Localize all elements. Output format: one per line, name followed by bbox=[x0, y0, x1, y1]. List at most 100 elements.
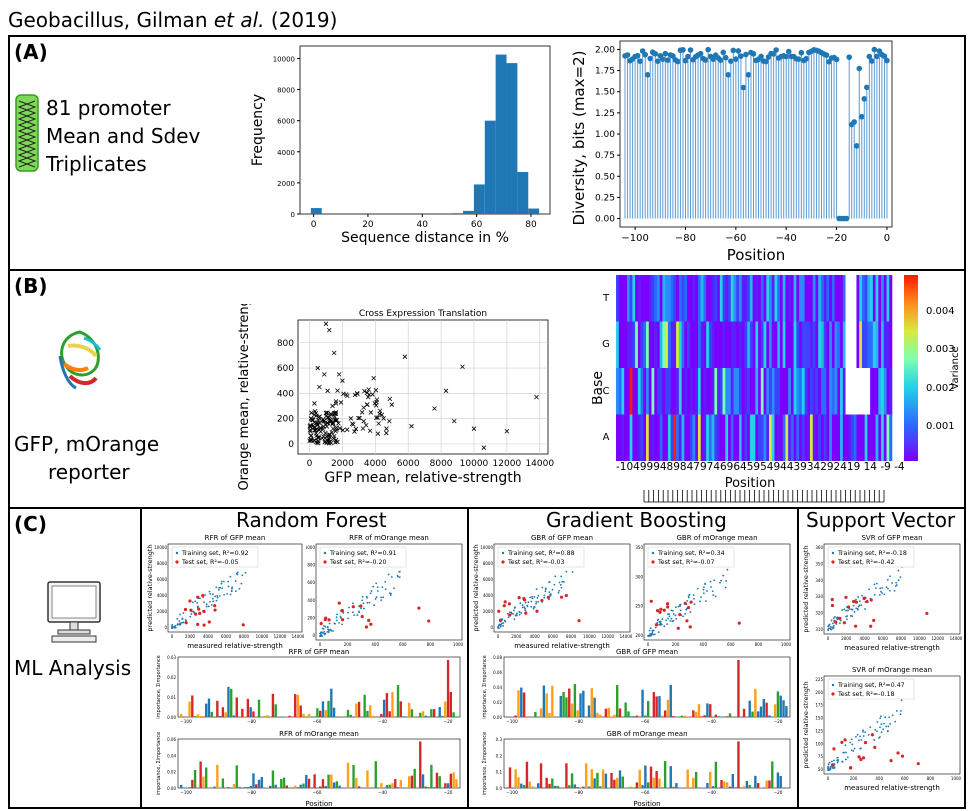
heatmap-cell bbox=[706, 368, 710, 415]
heatmap-cell bbox=[774, 368, 778, 415]
ml-xtick: 400 bbox=[371, 642, 379, 647]
scatter-point bbox=[327, 417, 333, 423]
scatter-point bbox=[323, 422, 328, 427]
logo-letter bbox=[210, 711, 213, 717]
logo-letter bbox=[327, 774, 330, 788]
heatmap-cell bbox=[717, 321, 721, 368]
logo-letter bbox=[241, 708, 244, 717]
div-ytick: 2.00 bbox=[595, 45, 615, 55]
logo-letter bbox=[692, 777, 695, 788]
heatmap-cell bbox=[782, 368, 786, 415]
heatmap-cell bbox=[760, 275, 764, 322]
train-point bbox=[889, 722, 892, 725]
logo-xtick: −20 bbox=[444, 790, 453, 795]
logo-letter bbox=[391, 692, 394, 717]
train-point bbox=[544, 587, 547, 590]
logo-xlabel: Position bbox=[305, 800, 332, 808]
heatmap-cell bbox=[640, 275, 644, 322]
cross-expression-scatter: Cross Expression Translation 0 2000 4000 60… bbox=[237, 304, 554, 490]
train-point bbox=[502, 622, 505, 624]
heatmap-cell bbox=[749, 275, 753, 322]
logo-letter bbox=[188, 701, 191, 717]
logo-letter bbox=[330, 774, 333, 788]
heatmap-cell bbox=[665, 368, 669, 415]
logo-ytick: 0.3 bbox=[496, 737, 503, 742]
logo-letter bbox=[413, 768, 416, 788]
scatter-point bbox=[309, 416, 314, 422]
test-point bbox=[859, 757, 863, 762]
logo-letter bbox=[324, 709, 327, 717]
train-point bbox=[518, 613, 521, 616]
logo-letter bbox=[199, 716, 202, 717]
logo-letter bbox=[508, 767, 512, 788]
train-point bbox=[220, 580, 223, 583]
heatmap-row-g: G bbox=[602, 339, 610, 350]
ml-xtick: 6000 bbox=[221, 634, 232, 639]
test-point bbox=[241, 623, 245, 627]
train-point bbox=[687, 596, 690, 599]
heatmap-cell bbox=[799, 414, 803, 461]
train-point bbox=[654, 626, 657, 629]
train-point bbox=[851, 608, 854, 611]
test-point bbox=[201, 593, 205, 598]
logo-ytick: 0.06 bbox=[167, 737, 176, 742]
column-title-gradient-boosting: Gradient Boosting bbox=[546, 508, 727, 532]
test-point bbox=[213, 608, 217, 612]
scatter-point bbox=[337, 426, 343, 431]
heatmap-cell bbox=[861, 414, 865, 461]
train-point bbox=[844, 758, 847, 761]
heatmap-cell bbox=[676, 275, 680, 322]
scatter-point bbox=[361, 405, 366, 410]
train-point bbox=[521, 604, 524, 606]
heatmap-cell bbox=[722, 368, 726, 415]
heatmap-cell bbox=[790, 275, 794, 322]
train-point bbox=[381, 586, 384, 589]
train-point bbox=[833, 767, 836, 769]
heatmap-cell bbox=[769, 275, 773, 322]
test-point bbox=[364, 625, 369, 629]
heatmap-cell bbox=[678, 414, 682, 461]
train-point bbox=[827, 765, 829, 768]
heatmap-cell bbox=[810, 368, 814, 415]
heatmap-cell bbox=[656, 275, 661, 322]
logo-letter bbox=[321, 779, 325, 788]
ml-xtick: 2000 bbox=[841, 636, 852, 641]
heatmap-cell bbox=[635, 321, 639, 368]
train-point bbox=[841, 760, 844, 763]
train-point bbox=[565, 570, 568, 573]
logo-xtick: −100 bbox=[180, 790, 192, 795]
heatmap-cell bbox=[845, 414, 849, 461]
train-point bbox=[851, 743, 854, 746]
train-point bbox=[887, 587, 889, 590]
ml-xtick: 1000 bbox=[781, 642, 792, 647]
logo-letter bbox=[291, 787, 294, 788]
train-point bbox=[178, 620, 181, 622]
logo-letter bbox=[424, 715, 428, 717]
logo-xtick: −40 bbox=[707, 790, 716, 795]
heatmap-cell bbox=[730, 414, 734, 461]
logo-letter bbox=[762, 698, 766, 717]
test-point bbox=[508, 613, 512, 617]
test-point bbox=[659, 607, 663, 611]
heatmap-cell bbox=[840, 275, 844, 322]
logo-letter bbox=[593, 778, 596, 788]
train-point bbox=[328, 622, 331, 625]
heatmap-cell bbox=[728, 368, 732, 415]
train-point bbox=[173, 626, 176, 629]
legend-test: Test set, R²=-0.05 bbox=[181, 559, 239, 566]
heatmap-cell bbox=[872, 368, 876, 415]
logo-letter bbox=[366, 770, 369, 788]
computer-icon bbox=[47, 581, 101, 643]
logo-letter bbox=[565, 763, 568, 788]
heatmap-cell bbox=[700, 321, 704, 368]
div-ytick: 1.50 bbox=[595, 88, 615, 98]
ml-xtick: 800 bbox=[927, 776, 935, 781]
train-point bbox=[653, 633, 656, 636]
logo-letter bbox=[388, 784, 391, 788]
scatter-point bbox=[314, 413, 319, 419]
heatmap-cell bbox=[681, 414, 685, 461]
logo-letter bbox=[293, 785, 297, 788]
heatmap-cell bbox=[796, 414, 800, 461]
heatmap-cell bbox=[667, 368, 671, 415]
scatter-point bbox=[322, 372, 327, 377]
